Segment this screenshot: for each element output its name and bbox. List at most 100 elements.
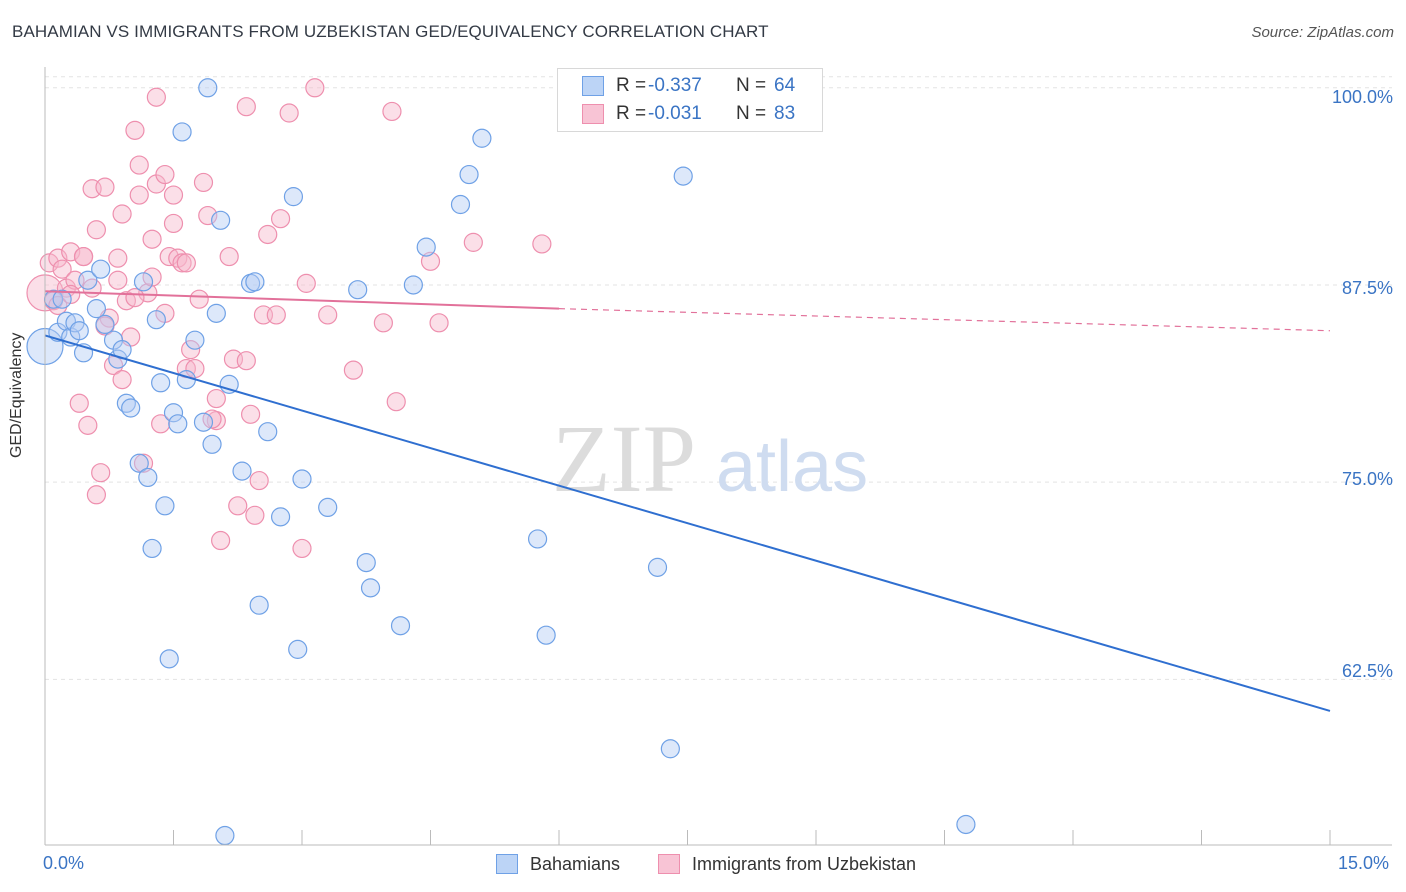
bahamians-point: [232, 461, 252, 481]
uzbekistan-point: [146, 87, 166, 107]
y-tick-label: 87.5%: [1341, 278, 1393, 298]
bahamians-point: [258, 422, 278, 442]
uzbekistan-point: [189, 289, 209, 309]
uzbekistan-point: [86, 220, 107, 240]
bahamians-point: [193, 412, 214, 432]
n-value: 64: [774, 75, 796, 96]
bahamians-trend-line: [44, 334, 1331, 712]
bahamians-point: [403, 275, 423, 295]
bahamians-point: [647, 557, 668, 577]
uzbekistan-point: [279, 103, 299, 123]
watermark-atlas: atlas: [716, 427, 868, 507]
bahamians-point: [95, 314, 115, 335]
bahamians-point: [159, 649, 179, 669]
bahamians-point: [536, 625, 556, 645]
bahamians-point: [416, 237, 436, 257]
bahamians-point: [660, 739, 680, 759]
uzbekistan-point: [266, 305, 286, 325]
uzbekistan-point: [125, 287, 145, 308]
r-value: -0.337: [648, 75, 702, 96]
bahamians-point: [360, 578, 381, 598]
uzbekistan-trend-line: [44, 290, 560, 310]
uzbekistan-point: [108, 270, 128, 290]
uzbekistan-point: [236, 351, 256, 371]
bahamians-point: [185, 330, 205, 350]
uzbekistan-point: [138, 283, 158, 303]
uzbekistan-point: [86, 485, 107, 505]
gridlines: [45, 76, 1392, 680]
watermark-zip: ZIP: [552, 405, 696, 512]
uzbekistan-point: [463, 232, 483, 252]
bottom-legend-bahamians: Bahamians: [496, 852, 620, 876]
uzbekistan-point: [163, 185, 184, 205]
uzbekistan-point: [292, 538, 312, 559]
bahamians-point: [527, 529, 548, 549]
chart-title: BAHAMIAN VS IMMIGRANTS FROM UZBEKISTAN G…: [12, 22, 769, 41]
bahamians-point: [146, 310, 166, 330]
uzbekistan-point: [211, 530, 231, 551]
bahamians-point: [245, 272, 265, 292]
bahamians-point: [172, 122, 192, 142]
uzbekistan-point: [129, 155, 149, 175]
bahamians-point: [129, 453, 149, 473]
uzbekistan-point: [155, 164, 175, 185]
bahamians-swatch: [582, 76, 604, 96]
uzbekistan-point: [386, 392, 406, 412]
uzbekistan-point: [129, 185, 149, 205]
uzbekistan-point: [172, 253, 192, 273]
uzbekistan-point: [429, 313, 449, 333]
bahamians-point: [206, 303, 226, 323]
uzbekistan-point: [245, 505, 265, 525]
bahamians-point: [121, 398, 141, 418]
bahamians-point: [292, 469, 312, 489]
bahamians-swatch: [496, 854, 518, 874]
uzbekistan-point: [258, 224, 278, 245]
bahamians-point: [673, 166, 693, 186]
bahamians-point: [52, 289, 72, 309]
bottom-legend-uzbekistan: Immigrants from Uzbekistan: [658, 852, 916, 876]
y-tick-label: 100.0%: [1331, 87, 1393, 107]
uzbekistan-point: [133, 453, 154, 473]
uzbekistan-point: [52, 259, 72, 279]
bahamians-point: [168, 414, 188, 434]
uzbekistan-point: [112, 370, 132, 390]
r-label: R =: [616, 75, 647, 96]
bahamians-point: [450, 194, 471, 215]
bahamians-point: [283, 187, 304, 207]
uzbekistan-point: [318, 305, 338, 325]
n-label: N =: [736, 75, 767, 96]
uzbekistan-trend-extension: [558, 308, 1331, 332]
bahamians-point: [318, 497, 338, 518]
uzbekistan-point: [206, 388, 226, 409]
uzbekistan-point: [108, 248, 128, 268]
legend-row-bahamians: R = -0.337 N = 64: [582, 73, 795, 99]
uzbekistan-point: [305, 78, 325, 98]
uzbekistan-point: [193, 172, 214, 193]
uzbekistan-point: [198, 205, 218, 226]
bahamians-point: [142, 538, 162, 559]
bahamians-point: [78, 270, 98, 290]
uzbekistan-point: [532, 234, 552, 254]
bahamians-point: [249, 595, 269, 615]
bahamians-point: [155, 496, 175, 516]
y-tick-label: 62.5%: [1341, 661, 1393, 681]
uzbekistan-point: [142, 229, 162, 249]
bahamians-point: [356, 553, 376, 573]
r-label: R =: [616, 103, 647, 124]
uzbekistan-point: [382, 101, 402, 122]
bahamians-point: [86, 299, 107, 319]
y-axis-label: GED/Equivalency: [8, 332, 25, 458]
uzbekistan-point: [151, 414, 171, 434]
uzbekistan-point: [95, 177, 115, 197]
bahamians-point: [472, 128, 492, 148]
n-value: 83: [774, 103, 796, 124]
uzbekistan-point: [228, 496, 248, 516]
uzbekistan-point: [69, 393, 89, 413]
y-tick-label: 75.0%: [1341, 469, 1393, 489]
uzbekistan-point: [78, 415, 98, 435]
uzbekistan-point: [343, 360, 363, 380]
x-tick-label: 0.0%: [43, 853, 85, 873]
bahamians-point: [91, 259, 111, 279]
bahamians-point: [956, 814, 976, 835]
